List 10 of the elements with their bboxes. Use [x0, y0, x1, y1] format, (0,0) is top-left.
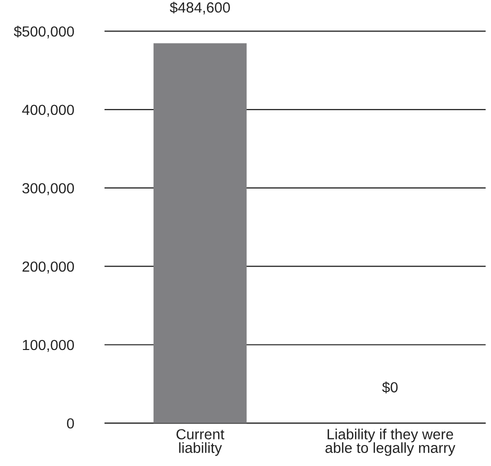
data-label: $484,600 [170, 2, 230, 14]
y-tick-label: 200,000 [22, 261, 74, 274]
data-label: $0 [382, 382, 398, 394]
y-tick-label: 100,000 [22, 340, 74, 352]
y-tick-label: 0 [66, 418, 74, 429]
x-tick-label: Liability if they were able to legally marry [325, 428, 456, 456]
y-tick-label: 300,000 [22, 183, 74, 196]
y-tick-label: 400,000 [22, 104, 74, 117]
x-tick-label: Current liability [176, 429, 224, 456]
y-tick-label: $500,000 [14, 26, 74, 38]
